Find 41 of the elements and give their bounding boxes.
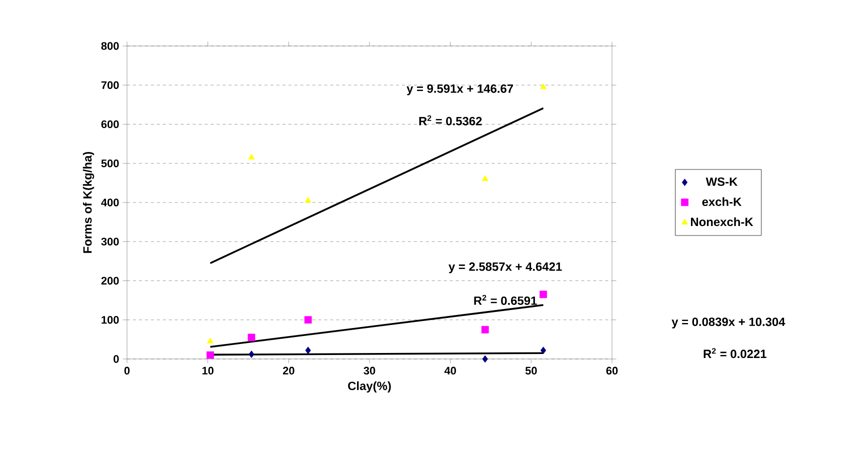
point bbox=[540, 83, 547, 90]
legend-label: Nonexch-K bbox=[690, 217, 754, 226]
point bbox=[248, 334, 256, 342]
point bbox=[304, 196, 312, 202]
y-tick-label: 200 bbox=[101, 276, 119, 285]
y-tick-label: 300 bbox=[101, 238, 119, 246]
point bbox=[304, 316, 312, 324]
x-tick-label: 0 bbox=[124, 366, 130, 375]
x-tick-label: 40 bbox=[444, 366, 456, 375]
point bbox=[206, 351, 214, 359]
point bbox=[248, 154, 255, 160]
annotation: y = 2.5857x + 4.6421 bbox=[448, 262, 562, 274]
annotation: R$^{2}$ = 0.5362 bbox=[419, 115, 482, 126]
x-tick-label: 50 bbox=[525, 366, 537, 375]
legend-label: exch-K bbox=[702, 197, 742, 206]
y-tick-label: 100 bbox=[102, 316, 119, 324]
point bbox=[305, 346, 311, 354]
annotation: R$^{2}$ = 0.6591 bbox=[474, 294, 537, 305]
point bbox=[207, 338, 214, 344]
point bbox=[482, 175, 488, 181]
y-tick-label: 0 bbox=[114, 355, 119, 363]
x-tick-label: 60 bbox=[606, 366, 618, 375]
y-axis-title: Forms of K(kg/ha) bbox=[82, 152, 94, 253]
point bbox=[482, 355, 488, 363]
x-tick-label: 30 bbox=[364, 366, 376, 375]
text: y = 0.0839x + 10.304 bbox=[672, 318, 786, 328]
y-tick-label: 700 bbox=[101, 81, 119, 89]
point bbox=[540, 346, 546, 354]
y-tick-label: 400 bbox=[101, 198, 119, 206]
y-tick-label: 800 bbox=[101, 42, 119, 50]
annotation: y = 9.591x + 146.67 bbox=[406, 84, 514, 96]
text: R$^{2}$ = 0.0221 bbox=[704, 348, 766, 358]
x-tick-label: 10 bbox=[202, 366, 214, 375]
point bbox=[248, 350, 254, 358]
x-tick-label: 20 bbox=[282, 366, 294, 375]
point bbox=[481, 326, 489, 334]
x-axis-title: Clay(%) bbox=[348, 381, 391, 393]
y-tick-label: 500 bbox=[101, 159, 119, 168]
legend-label: WS-K bbox=[706, 177, 738, 186]
point bbox=[540, 290, 547, 298]
y-tick-label: 600 bbox=[101, 120, 119, 128]
